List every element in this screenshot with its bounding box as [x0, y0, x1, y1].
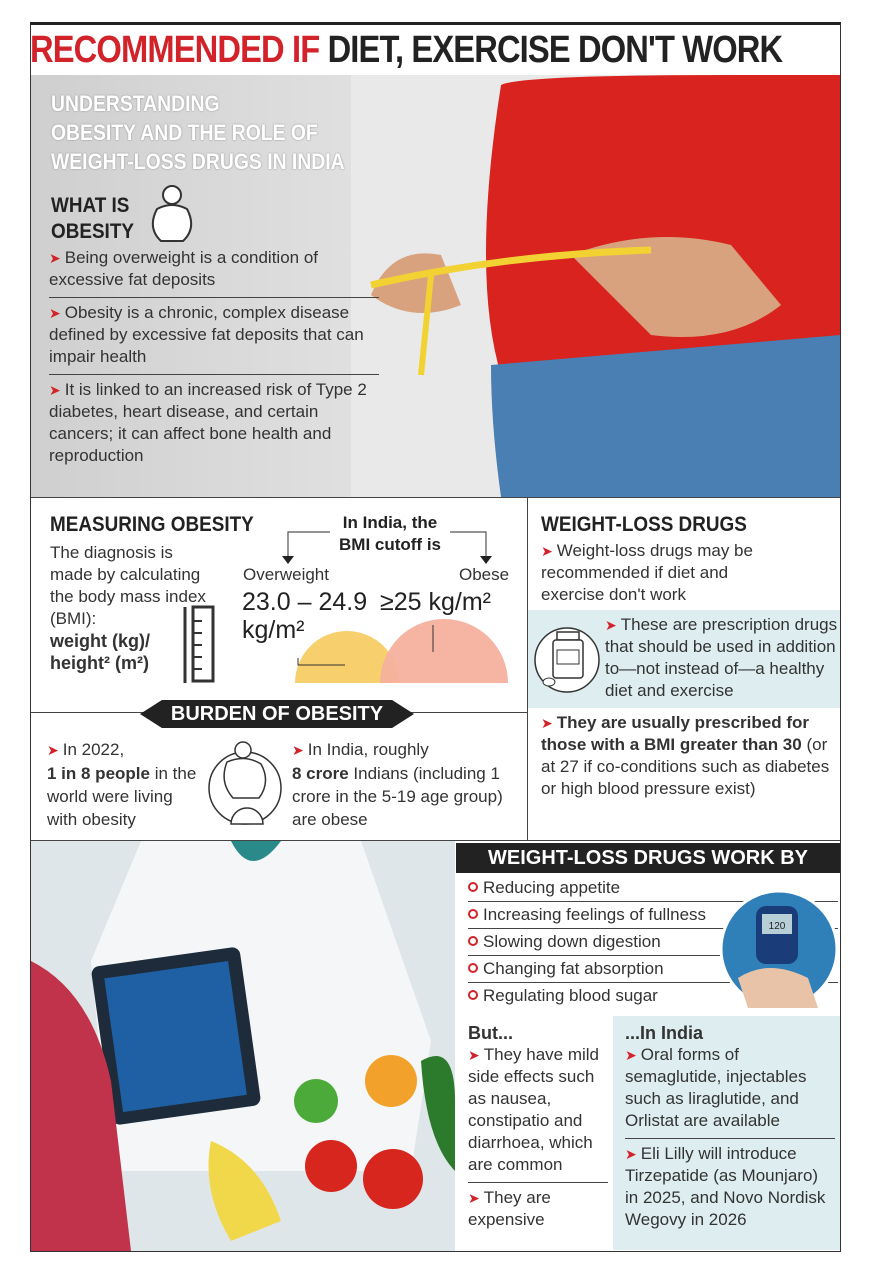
person-on-scale-icon	[208, 741, 282, 825]
point: ➤ Being overweight is a condition of exce…	[49, 247, 379, 298]
but-point: ➤ They have mild side effects such as nau…	[468, 1044, 608, 1183]
item-text: Increasing feelings of fullness	[483, 905, 707, 924]
bmi-formula: weight (kg)/height² (m²)	[50, 630, 150, 674]
text: Weight-loss drugs may be recommended if …	[541, 541, 753, 604]
india-title: ...In India	[625, 1023, 704, 1043]
pill-bottle-icon	[534, 627, 600, 693]
text: Indians (including 1 crore in the 5-19 a…	[292, 764, 503, 829]
measuring-text: The diagnosis is made by calculating the…	[50, 543, 206, 628]
list-item: Regulating blood sugar	[468, 983, 838, 1009]
divider	[527, 497, 528, 840]
text: In India, roughly	[307, 740, 429, 759]
bottom-section	[31, 840, 840, 1251]
measuring-tape-photo	[351, 75, 840, 497]
bold-stat: 1 in 8 people	[47, 764, 150, 783]
text: Eli Lilly will introduce Tirzepatide (as…	[625, 1144, 826, 1229]
india-point: ➤ Oral forms of semaglutide, injectables …	[625, 1044, 835, 1139]
circle-bullet-icon	[468, 990, 478, 1000]
line: In India, the	[342, 513, 438, 532]
title-line: OBESITY	[51, 220, 134, 243]
but-point: ➤ They are expensive	[468, 1188, 551, 1229]
but-column: But... ➤ They have mild side effects such…	[468, 1022, 608, 1231]
bmi-semicircles	[295, 619, 508, 683]
obesity-points: ➤ Being overweight is a condition of exce…	[49, 247, 379, 467]
but-title: But...	[468, 1023, 513, 1043]
list-item: Changing fat absorption	[468, 956, 838, 983]
heading-line: OBESITY AND THE ROLE OF	[51, 120, 318, 145]
circle-bullet-icon	[468, 909, 478, 919]
drugs-point-3: ➤ They are usually prescribed for those w…	[541, 713, 830, 798]
overweight-label: Overweight	[243, 565, 329, 584]
measuring-title: MEASURING OBESITY	[50, 513, 254, 536]
drugs-point-2: ➤ These are prescription drugs that shoul…	[605, 615, 838, 700]
text: They are expensive	[468, 1188, 551, 1229]
item-text: Regulating blood sugar	[483, 986, 658, 1005]
heading-line: UNDERSTANDING	[51, 91, 220, 116]
glucose-meter-photo: 120	[719, 889, 839, 1009]
text: In 2022,	[62, 740, 125, 759]
india-panel	[613, 1016, 840, 1250]
heading-line: WEIGHT-LOSS DRUGS IN INDIA	[51, 149, 345, 174]
item-text: Changing fat absorption	[483, 959, 664, 978]
middle-section	[31, 497, 840, 840]
list-item: Reducing appetite	[468, 875, 838, 902]
formula-line: weight (kg)/	[50, 631, 150, 651]
overweight-value: 23.0 – 24.9 kg/m²	[242, 588, 367, 644]
text: These are prescription drugs that should…	[605, 615, 838, 700]
ruler-icon	[183, 605, 215, 683]
item-text: Reducing appetite	[483, 878, 621, 897]
list-item: Slowing down digestion	[468, 929, 838, 956]
formula-line: height² (m²)	[50, 653, 149, 673]
what-is-obesity-title: WHAT IS OBESITY	[51, 193, 134, 245]
point: ➤ Obesity is a chronic, complex disease d…	[49, 298, 379, 375]
list-item: Increasing feelings of fullness	[468, 902, 838, 929]
circle-bullet-icon	[468, 882, 478, 892]
text: Oral forms of semaglutide, injectables s…	[625, 1045, 807, 1130]
india-column: ...In India ➤ Oral forms of semaglutide, …	[625, 1022, 835, 1231]
obese-person-icon	[151, 185, 193, 242]
obese-value: ≥25 kg/m²	[380, 588, 491, 616]
headline-black: DIET, EXERCISE DON'T WORK	[319, 29, 784, 71]
meter-reading: 120	[769, 921, 786, 932]
unit: kg/m²	[242, 616, 305, 644]
cutoff-title: In India, the BMI cutoff is	[320, 512, 460, 556]
bold-stat: 8 crore	[292, 764, 349, 783]
line: BMI cutoff is	[339, 535, 441, 554]
obese-label: Obese	[459, 565, 510, 584]
bold-text: They are usually prescribed for those wi…	[541, 713, 809, 754]
doctor-photo	[31, 841, 455, 1251]
point: ➤ It is linked to an increased risk of Ty…	[49, 380, 367, 465]
text: (or at 27 if co-conditions such as diabe…	[541, 735, 830, 798]
work-by-list: Reducing appetite Increasing feelings of…	[468, 875, 838, 1009]
burden-banner: BURDEN OF OBESITY	[140, 700, 414, 728]
point-text: Obesity is a chronic, complex disease de…	[49, 303, 364, 366]
headline: RECOMMENDED IF DIET, EXERCISE DON'T WORK	[30, 26, 783, 74]
headline-red: RECOMMENDED IF	[30, 29, 320, 71]
drugs-point-1: ➤ Weight-loss drugs may be recommended if…	[541, 541, 753, 604]
drugs-title: WEIGHT-LOSS DRUGS	[541, 513, 747, 536]
burden-india: ➤ In India, roughly 8 crore Indians (inclu…	[292, 740, 503, 829]
intro-section: UNDERSTANDING OBESITY AND THE ROLE OF WE…	[31, 75, 840, 497]
cutoff-arrows	[282, 531, 492, 564]
circle-bullet-icon	[468, 936, 478, 946]
title-line: WHAT IS	[51, 194, 130, 217]
text: They have mild side effects such as naus…	[468, 1045, 600, 1174]
text: in the world were living with obesity	[47, 764, 197, 829]
work-by-banner: WEIGHT-LOSS DRUGS WORK BY	[456, 843, 840, 873]
circle-bullet-icon	[468, 963, 478, 973]
intro-heading: UNDERSTANDING OBESITY AND THE ROLE OF WE…	[51, 89, 345, 176]
infographic-frame	[30, 22, 841, 1252]
item-text: Slowing down digestion	[483, 932, 661, 951]
india-point: ➤ Eli Lilly will introduce Tirzepatide (a…	[625, 1144, 826, 1229]
point-text: It is linked to an increased risk of Typ…	[49, 380, 367, 465]
value: 23.0 – 24.9	[242, 588, 368, 616]
point-text: Being overweight is a condition of exces…	[49, 248, 318, 289]
burden-world: ➤ In 2022, 1 in 8 people in the world were…	[47, 740, 197, 829]
